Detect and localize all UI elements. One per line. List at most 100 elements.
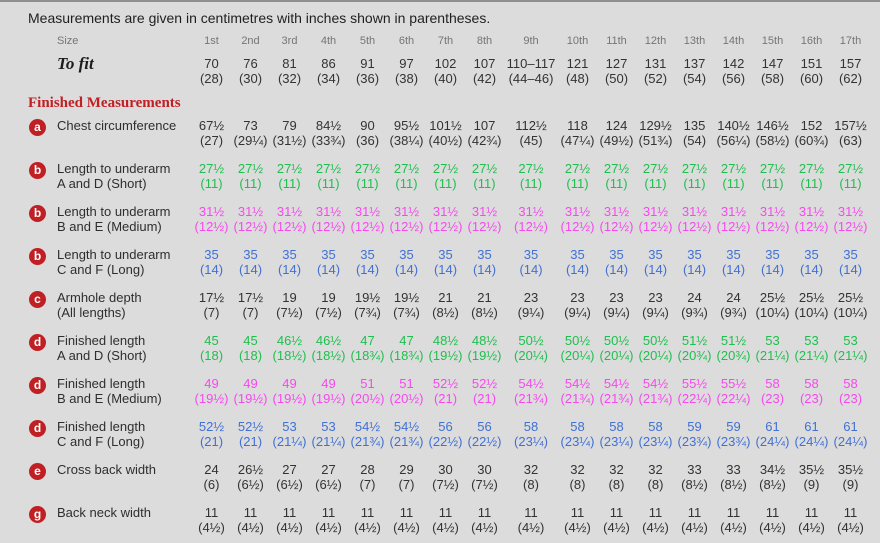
cm-value: 32	[648, 462, 663, 477]
inch-value: (14)	[199, 262, 224, 277]
inch-value: (11)	[605, 176, 628, 191]
inch-value: (10¼)	[794, 305, 829, 320]
cm-value: 58	[843, 376, 858, 391]
inch-value: (36)	[355, 133, 380, 148]
cm-value: 73	[243, 118, 258, 133]
cm-value: 59	[726, 419, 741, 434]
inch-value: (6)	[203, 477, 220, 492]
value-cell: 129½ (51¾)	[636, 113, 675, 156]
value-cell: 19½ (7¾)	[348, 285, 387, 328]
cm-value: 35	[687, 247, 702, 262]
value-cell: 61 (24¼)	[792, 414, 831, 457]
cm-value: 48½	[471, 333, 498, 348]
inch-value: (12½)	[755, 219, 790, 234]
value-cell: 95½ (38¼)	[387, 113, 426, 156]
cm-value: 107	[473, 56, 496, 71]
measurement-row: c Armhole depth (All lengths) 17½ (7) 17½ (7) 1…	[28, 285, 870, 328]
inch-value: (11)	[519, 176, 543, 191]
inch-value: (19½)	[233, 391, 268, 406]
to-fit-value-cell: 81 (32)	[270, 47, 309, 86]
cm-value: 27½	[720, 161, 747, 176]
value-cell: 61 (24¼)	[753, 414, 792, 457]
inch-value: (23¼)	[514, 434, 548, 449]
inch-value: (7)	[242, 305, 259, 320]
row-label-line2: A and D (Short)	[57, 176, 147, 191]
column-header-6th: 6th	[398, 35, 415, 47]
value-cell: 31½ (12½)	[387, 199, 426, 242]
inch-value: (4½)	[603, 520, 630, 535]
value-cell: 45 (18)	[231, 328, 270, 371]
cm-value: 31½	[798, 204, 825, 219]
value-cell: 11 (4½)	[792, 500, 831, 543]
value-cell: 35 (14)	[675, 242, 714, 285]
row-label-line2: (All lengths)	[57, 305, 126, 320]
inch-value: (14)	[838, 262, 863, 277]
cm-value: 26½	[237, 462, 264, 477]
to-fit-value-cell: 157 (62)	[831, 47, 870, 86]
inch-value: (21)	[238, 434, 263, 449]
row-label: Finished length C and F (Long)	[57, 414, 192, 457]
inch-value: (11)	[800, 176, 823, 191]
cm-value: 54½	[603, 376, 630, 391]
value-cell: 49 (19½)	[231, 371, 270, 414]
value-cell: 35 (14)	[831, 242, 870, 285]
cm-value: 101½	[429, 118, 462, 133]
cm-value: 31½	[564, 204, 591, 219]
value-cell: 27½ (11)	[597, 156, 636, 199]
to-fit-label: To fit	[57, 54, 94, 73]
value-cell: 52½ (21)	[426, 371, 465, 414]
cm-value: 11	[570, 505, 585, 520]
value-cell: 31½ (12½)	[753, 199, 792, 242]
inch-value: (28)	[199, 71, 224, 86]
cm-value: 35	[321, 247, 336, 262]
inch-value: (8½)	[681, 477, 708, 492]
inch-value: (62)	[838, 71, 863, 86]
value-cell: 58 (23)	[753, 371, 792, 414]
column-header-9th: 9th	[523, 35, 539, 47]
cm-value: 11	[243, 505, 258, 520]
inch-value: (14)	[238, 262, 263, 277]
cm-value: 53	[282, 419, 297, 434]
cm-value: 35	[477, 247, 492, 262]
value-cell: 31½ (12½)	[675, 199, 714, 242]
value-cell: 11 (4½)	[597, 500, 636, 543]
inch-value: (8)	[608, 477, 625, 492]
inch-value: (54)	[682, 133, 707, 148]
size-header-row: Size 1st 2nd 3rd 4th 5th 6th 7th 8th 9th 10th 11th 1…	[28, 26, 870, 47]
value-cell: 135 (54)	[675, 113, 714, 156]
value-cell: 51½ (20¾)	[675, 328, 714, 371]
value-cell: 34½ (8½)	[753, 457, 792, 500]
inch-value: (50)	[604, 71, 629, 86]
value-cell: 27½ (11)	[309, 156, 348, 199]
value-cell: 17½ (7)	[192, 285, 231, 328]
size-column-label: Size	[57, 35, 79, 47]
column-header-2nd: 2nd	[241, 35, 260, 47]
value-cell: 11 (4½)	[753, 500, 792, 543]
value-cell: 67½ (27)	[192, 113, 231, 156]
cm-value: 17½	[237, 290, 264, 305]
value-cell: 33 (8½)	[675, 457, 714, 500]
inch-value: (8)	[523, 477, 539, 492]
value-cell: 11 (4½)	[504, 500, 558, 543]
cm-value: 35	[843, 247, 858, 262]
cm-value: 54½	[642, 376, 669, 391]
cm-value: 127	[605, 56, 628, 71]
value-cell: 30 (7½)	[426, 457, 465, 500]
measurement-row: b Length to underarm C and F (Long) 35 (14) 3…	[28, 242, 870, 285]
inch-value: (14)	[604, 262, 629, 277]
inch-value: (4½)	[393, 520, 420, 535]
value-cell: 46½ (18½)	[270, 328, 309, 371]
value-cell: 27½ (11)	[792, 156, 831, 199]
inch-value: (21¼)	[272, 434, 307, 449]
inch-value: (21¾)	[599, 391, 634, 406]
inch-value: (4½)	[471, 520, 498, 535]
value-cell: 21 (8½)	[426, 285, 465, 328]
row-badge-d: d	[29, 334, 46, 351]
value-cell: 35 (14)	[309, 242, 348, 285]
cm-value: 107	[473, 118, 496, 133]
value-cell: 51½ (20¾)	[714, 328, 753, 371]
cm-value: 50½	[564, 333, 591, 348]
row-label: Back neck width	[57, 500, 192, 543]
row-label: Armhole depth (All lengths)	[57, 285, 192, 328]
value-cell: 35½ (9)	[831, 457, 870, 500]
